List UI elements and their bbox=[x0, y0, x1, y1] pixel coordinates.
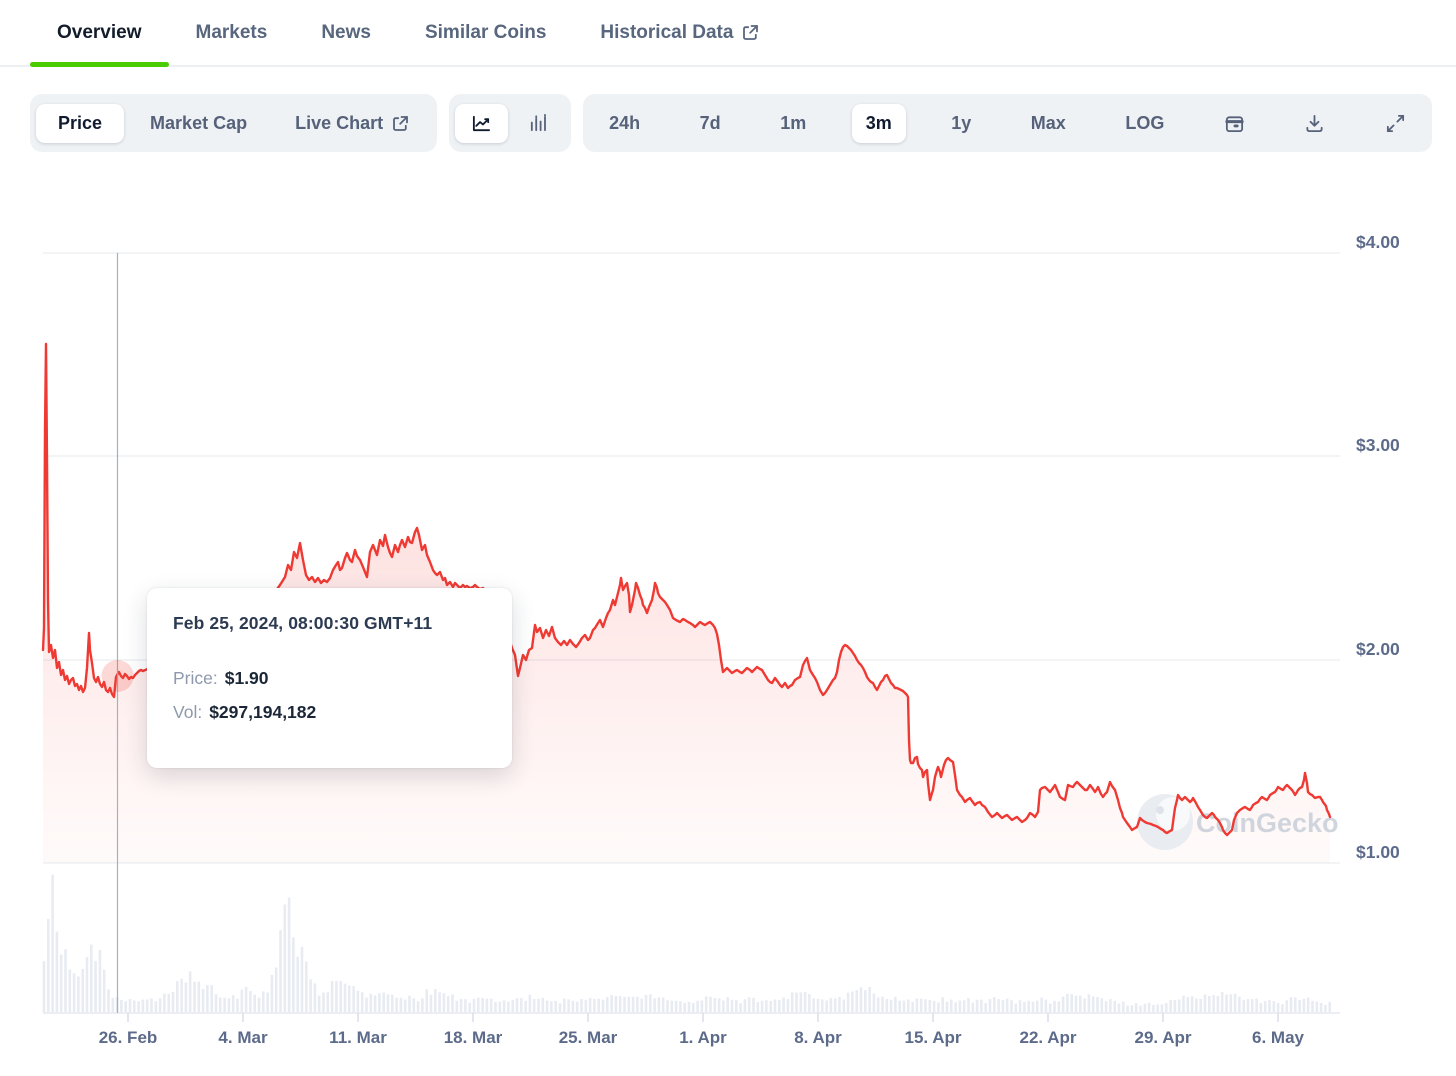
fullscreen-button[interactable] bbox=[1371, 104, 1420, 143]
external-link-icon bbox=[742, 24, 759, 41]
tab-news-label: News bbox=[321, 21, 371, 43]
range-3m-label: 3m bbox=[865, 112, 892, 133]
external-link-icon bbox=[392, 115, 409, 132]
tooltip-volume-row: Vol: $297,194,182 bbox=[173, 695, 512, 729]
expand-icon bbox=[1386, 114, 1404, 132]
range-1m-button[interactable]: 1m bbox=[766, 104, 820, 143]
tab-similar-coins[interactable]: Similar Coins bbox=[398, 0, 573, 65]
x-axis-label: 25. Mar bbox=[558, 1028, 618, 1047]
tooltip-vol-value: $297,194,182 bbox=[209, 702, 317, 722]
candlestick-chart-type-button[interactable] bbox=[512, 104, 565, 143]
metric-switcher: Price Market Cap Live Chart bbox=[30, 94, 438, 152]
range-24h-label: 24h bbox=[609, 112, 641, 133]
price-button[interactable]: Price bbox=[36, 103, 125, 143]
page-tabs: Overview Markets News Similar Coins Hist… bbox=[0, 0, 1456, 67]
tab-overview[interactable]: Overview bbox=[30, 0, 169, 67]
line-chart-icon bbox=[473, 115, 491, 131]
market-cap-button-label: Market Cap bbox=[150, 112, 248, 133]
crosshair-overlay bbox=[101, 253, 134, 1013]
tooltip-price-value: $1.90 bbox=[224, 668, 269, 688]
range-switcher: 24h 7d 1m 3m 1y Max LOG bbox=[583, 94, 1432, 152]
date-range-button[interactable] bbox=[1210, 104, 1259, 143]
chart-toolbar: Price Market Cap Live Chart bbox=[30, 94, 1432, 152]
live-chart-button[interactable]: Live Chart bbox=[273, 104, 431, 143]
x-axis-label: 18. Mar bbox=[443, 1028, 503, 1047]
x-axis-label: 26. Feb bbox=[98, 1028, 158, 1047]
price-button-label: Price bbox=[58, 112, 103, 133]
range-24h-button[interactable]: 24h bbox=[595, 104, 654, 143]
x-axis-label: 6. May bbox=[1252, 1028, 1304, 1047]
tooltip-date: Feb 25, 2024, 08:00:30 GMT+11 bbox=[173, 613, 433, 633]
tooltip-vol-label: Vol: bbox=[173, 702, 203, 722]
range-1m-label: 1m bbox=[780, 112, 807, 133]
calendar-icon bbox=[1225, 115, 1244, 132]
y-axis-label: $2.00 bbox=[1356, 639, 1400, 659]
download-icon bbox=[1306, 114, 1323, 132]
tooltip-price-label: Price: bbox=[173, 668, 218, 688]
y-axis-label: $3.00 bbox=[1356, 435, 1400, 455]
tab-overview-label: Overview bbox=[57, 21, 142, 43]
range-1y-label: 1y bbox=[951, 112, 972, 133]
tab-news[interactable]: News bbox=[294, 0, 398, 65]
range-7d-button[interactable]: 7d bbox=[686, 104, 735, 143]
chart-hover-tooltip: Feb 25, 2024, 08:00:30 GMT+11 Price: $1.9… bbox=[147, 588, 512, 768]
range-3m-button[interactable]: 3m bbox=[851, 103, 906, 143]
live-chart-button-label: Live Chart bbox=[295, 112, 384, 133]
chart-type-switcher bbox=[449, 94, 572, 152]
price-line bbox=[41, 342, 1332, 837]
range-1y-button[interactable]: 1y bbox=[937, 104, 985, 143]
y-axis-label: $1.00 bbox=[1356, 842, 1400, 862]
tab-similar-coins-label: Similar Coins bbox=[424, 21, 547, 43]
watermark-text: CoinGecko bbox=[1196, 808, 1339, 838]
tab-historical-data[interactable]: Historical Data bbox=[573, 0, 786, 65]
x-axis-label: 22. Apr bbox=[1019, 1028, 1077, 1047]
log-scale-button[interactable]: LOG bbox=[1111, 104, 1178, 143]
y-axis-label: $4.00 bbox=[1356, 232, 1400, 252]
x-axis-label: 29. Apr bbox=[1134, 1028, 1192, 1047]
x-axis-label: 15. Apr bbox=[904, 1028, 962, 1047]
log-scale-label: LOG bbox=[1125, 112, 1165, 133]
coingecko-watermark: CoinGecko bbox=[1137, 794, 1339, 850]
x-axis-label: 4. Mar bbox=[218, 1028, 268, 1047]
range-max-button[interactable]: Max bbox=[1017, 104, 1080, 143]
volume-bars-icon bbox=[531, 113, 547, 131]
x-axis-label: 11. Mar bbox=[329, 1028, 387, 1047]
tooltip-price-row: Price: $1.90 bbox=[173, 661, 512, 695]
volume-bars bbox=[42, 874, 1331, 1013]
tab-markets-label: Markets bbox=[195, 21, 268, 43]
range-max-label: Max bbox=[1030, 112, 1066, 133]
market-cap-button[interactable]: Market Cap bbox=[128, 104, 269, 143]
range-7d-label: 7d bbox=[699, 112, 721, 133]
tab-historical-data-label: Historical Data bbox=[600, 21, 734, 43]
line-chart-type-button[interactable] bbox=[455, 103, 509, 143]
x-axis-label: 1. Apr bbox=[679, 1028, 727, 1047]
x-axis-label: 8. Apr bbox=[794, 1028, 842, 1047]
download-chart-button[interactable] bbox=[1290, 104, 1339, 143]
tab-markets[interactable]: Markets bbox=[169, 0, 295, 65]
